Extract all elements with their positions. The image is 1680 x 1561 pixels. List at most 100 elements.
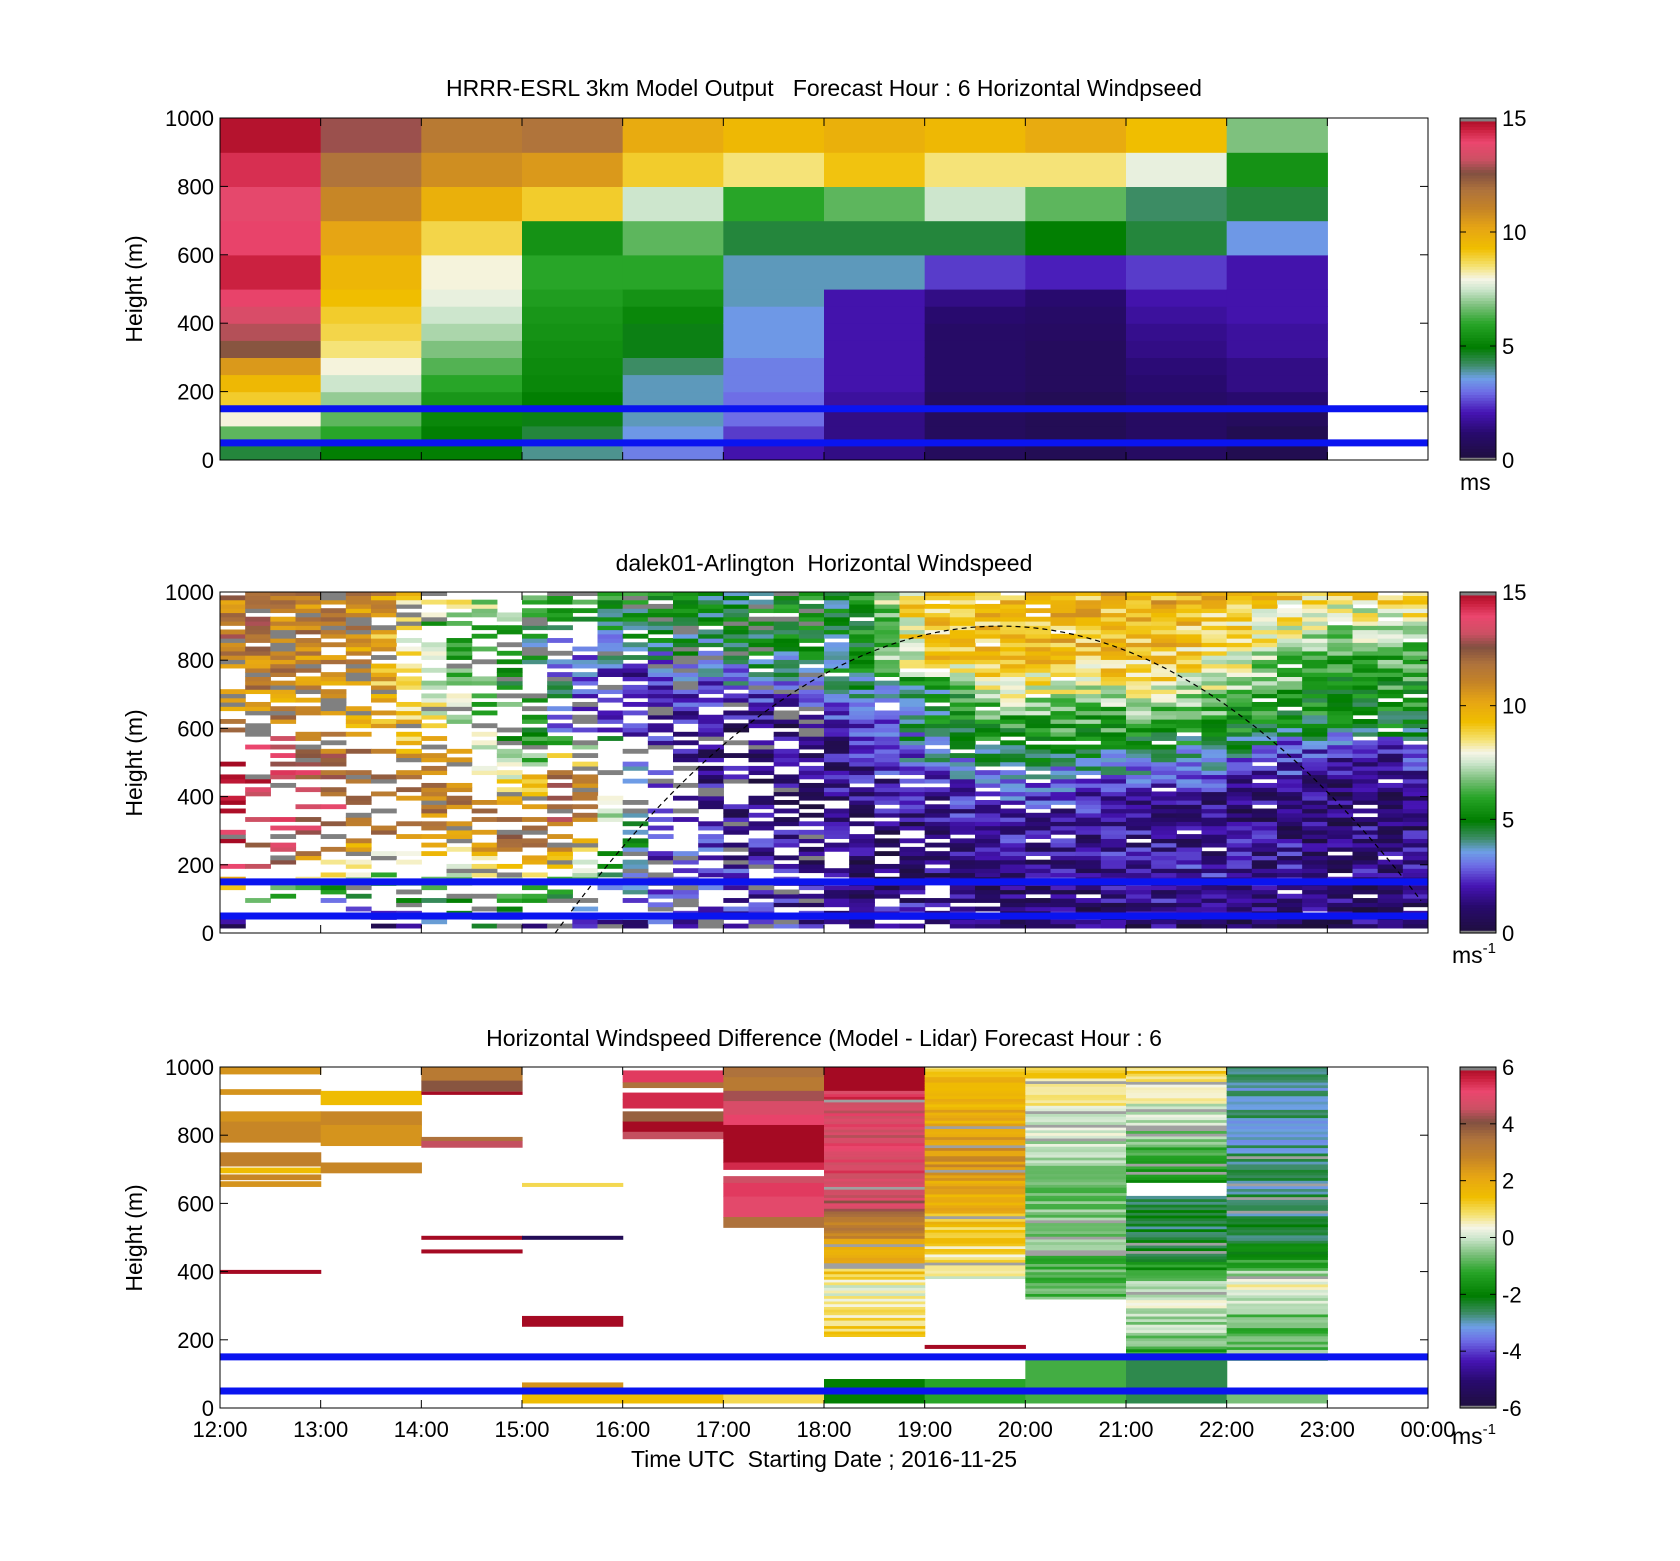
- colorbar-swatch: [1460, 326, 1496, 330]
- lidar-cell: [1176, 655, 1203, 660]
- lidar-cell: [1302, 684, 1328, 690]
- lidar-cell: [673, 859, 699, 865]
- difference-cell: [824, 1118, 926, 1122]
- lidar-cell: [748, 719, 775, 724]
- lidar-cell: [849, 638, 875, 643]
- lidar-cell: [1151, 859, 1177, 865]
- colorbar-swatch: [1460, 1138, 1496, 1142]
- lidar-cell: [849, 595, 875, 601]
- lidar-cell: [849, 710, 875, 716]
- model-cell: [824, 254, 926, 290]
- lidar-cell: [975, 723, 1001, 729]
- lidar-cell: [1327, 821, 1354, 827]
- lidar-cell: [270, 616, 297, 622]
- lidar-cell: [1277, 829, 1303, 835]
- lidar-cell: [798, 770, 825, 776]
- lidar-cell: [597, 800, 624, 805]
- lidar-cell: [1302, 778, 1328, 784]
- lidar-cell: [270, 817, 297, 822]
- lidar-cell: [798, 740, 825, 746]
- lidar-cell: [1251, 723, 1278, 729]
- lidar-cell: [798, 667, 825, 673]
- colorbar-swatch: [1460, 189, 1496, 193]
- lidar-cell: [1151, 834, 1177, 839]
- lidar-cell: [1126, 859, 1152, 865]
- lidar-cell: [1302, 603, 1328, 609]
- lidar-cell: [1126, 808, 1152, 814]
- lidar-cell: [270, 706, 297, 712]
- lidar-cell: [1302, 829, 1328, 835]
- lidar-cell: [446, 676, 473, 682]
- colorbar-swatch: [1460, 685, 1496, 690]
- lidar-cell: [496, 872, 523, 878]
- difference-cell: [1025, 1080, 1127, 1084]
- lidar-cell: [1277, 710, 1303, 716]
- lidar-cell: [647, 744, 674, 750]
- lidar-cell: [1352, 731, 1379, 737]
- lidar-cell: [824, 761, 850, 767]
- lidar-cell: [1352, 608, 1379, 614]
- lidar-cell: [1226, 919, 1253, 925]
- lidar-cell: [824, 919, 850, 925]
- lidar-cell: [673, 808, 699, 814]
- lidar-cell: [849, 898, 875, 903]
- lidar-cell: [572, 646, 599, 652]
- colorbar-swatch: [1460, 1177, 1496, 1182]
- difference-cell: [1226, 1215, 1328, 1220]
- lidar-cell: [547, 650, 573, 656]
- lidar-cell: [1176, 842, 1203, 848]
- lidar-cell: [1402, 672, 1428, 677]
- colorbar-swatch: [1460, 183, 1496, 187]
- lidar-cell: [1277, 592, 1303, 597]
- lidar-cell: [773, 650, 800, 656]
- difference-cell: [924, 1098, 1026, 1102]
- lidar-cell: [723, 659, 750, 665]
- difference-cell: [824, 1139, 926, 1144]
- lidar-cell: [371, 599, 397, 605]
- lidar-cell: [1000, 838, 1026, 844]
- difference-cell: [1226, 1155, 1328, 1159]
- lidar-cell: [874, 770, 901, 776]
- lidar-cell: [245, 676, 271, 682]
- lidar-cell: [949, 800, 976, 805]
- lidar-cell: [849, 689, 875, 695]
- colorbar-swatch: [1460, 904, 1496, 909]
- model-cell: [220, 152, 322, 187]
- difference-cell: [1025, 1279, 1127, 1284]
- lidar-cell: [1000, 787, 1026, 793]
- lidar-cell: [1025, 667, 1052, 673]
- model-cell: [220, 340, 322, 358]
- colorbar-swatch: [1460, 1072, 1496, 1077]
- lidar-cell: [773, 663, 800, 669]
- colorbar-swatch: [1460, 728, 1496, 732]
- lidar-cell: [824, 625, 850, 631]
- colorbar-swatch: [1460, 448, 1496, 453]
- lidar-cell: [496, 748, 523, 754]
- colorbar-swatch: [1460, 197, 1496, 202]
- difference-cell: [1025, 1067, 1127, 1071]
- lidar-cell: [1251, 868, 1278, 874]
- lidar-cell: [622, 859, 649, 865]
- lidar-cell: [1377, 689, 1404, 695]
- lidar-cell: [1176, 676, 1203, 682]
- difference-cell: [1126, 1231, 1228, 1235]
- lidar-panel: dalek01-Arlington Horizontal Windspeed 0…: [121, 550, 1526, 968]
- lidar-cell: [824, 834, 850, 839]
- difference-cell: [1126, 1149, 1228, 1153]
- colorbar-swatch: [1460, 810, 1496, 815]
- lidar-cell: [1402, 804, 1428, 810]
- lidar-cell: [673, 693, 699, 699]
- colorbar-swatch: [1460, 1197, 1496, 1202]
- lidar-cell: [1075, 859, 1102, 865]
- lidar-cell: [874, 740, 901, 746]
- lidar-cell: [899, 659, 926, 665]
- lidar-cell: [220, 659, 246, 665]
- lidar-cell: [1377, 906, 1404, 912]
- lidar-cell: [673, 753, 699, 758]
- lidar-cell: [547, 714, 573, 720]
- lidar-cell: [698, 855, 724, 861]
- lidar-cell: [924, 676, 951, 682]
- difference-cell: [1025, 1097, 1127, 1101]
- lidar-cell: [1251, 812, 1278, 818]
- lidar-cell: [345, 863, 372, 869]
